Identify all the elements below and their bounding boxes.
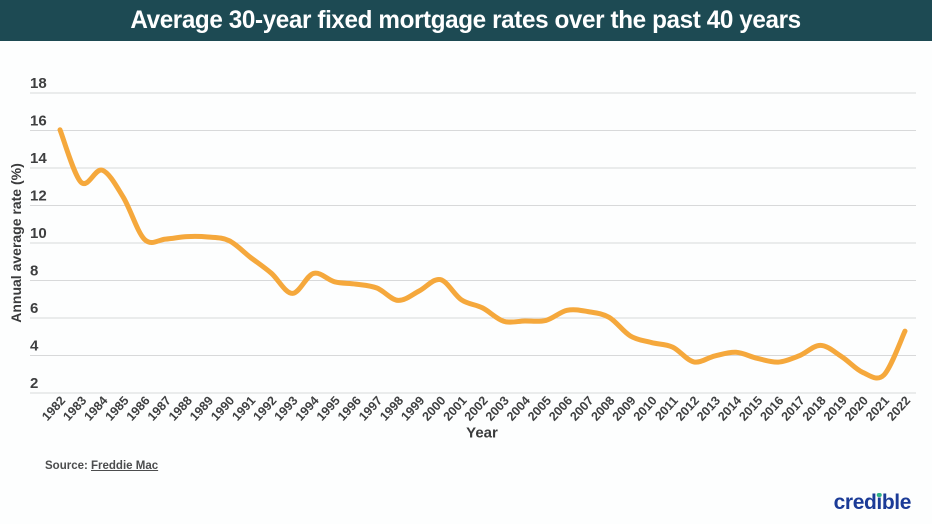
x-tick-label-1989: 1989 (187, 394, 216, 424)
x-tick-label-1997: 1997 (356, 394, 385, 424)
x-tick-label-2012: 2012 (673, 394, 702, 424)
freddie-mac-link[interactable]: Freddie Mac (91, 460, 159, 472)
x-tick-label-2020: 2020 (842, 394, 871, 424)
x-tick-label-2016: 2016 (757, 394, 786, 424)
y-tick-label-2: 2 (30, 375, 38, 392)
x-tick-label-1987: 1987 (145, 394, 174, 424)
y-tick-label-8: 8 (30, 263, 38, 280)
x-tick-label-2022: 2022 (884, 394, 913, 424)
x-tick-label-2013: 2013 (694, 394, 723, 424)
x-tick-label-1990: 1990 (208, 394, 237, 424)
x-tick-label-2014: 2014 (715, 394, 744, 424)
credible-logo: credı ble (833, 491, 912, 515)
chart-header-bar: Average 30-year fixed mortgage rates ove… (0, 0, 932, 41)
x-tick-label-2001: 2001 (441, 394, 470, 424)
credible-logo-text-pre: cred (833, 491, 877, 514)
credible-logo-i: ı (876, 491, 882, 515)
x-tick-label-1999: 1999 (398, 394, 427, 424)
x-tick-label-2018: 2018 (800, 394, 829, 424)
x-tick-label-2006: 2006 (546, 394, 575, 424)
y-tick-label-4: 4 (30, 338, 39, 355)
x-tick-label-1982: 1982 (39, 394, 68, 424)
y-tick-label-10: 10 (30, 225, 47, 242)
x-axis-title: Year (466, 424, 498, 442)
mortgage-rate-line (57, 127, 908, 381)
credible-logo-i-char: ı (876, 491, 882, 514)
y-axis-title: Annual average rate (%) (8, 163, 24, 323)
x-tick-label-2009: 2009 (610, 394, 639, 424)
x-tick-label-2000: 2000 (419, 394, 448, 424)
x-tick-label-2010: 2010 (631, 394, 660, 424)
x-tick-label-2017: 2017 (779, 394, 808, 424)
x-tick-label-2008: 2008 (588, 394, 617, 424)
x-tick-label-1992: 1992 (250, 394, 279, 424)
y-tick-label-6: 6 (30, 300, 38, 317)
x-tick-label-1984: 1984 (81, 394, 110, 424)
x-tick-label-2002: 2002 (462, 394, 491, 424)
x-tick-label-2005: 2005 (525, 394, 554, 424)
y-tick-label-14: 14 (30, 150, 47, 167)
x-tick-label-1985: 1985 (103, 394, 132, 424)
x-tick-label-1996: 1996 (335, 394, 364, 424)
x-tick-label-1988: 1988 (166, 394, 195, 424)
x-tick-label-2007: 2007 (567, 394, 596, 424)
y-tick-label-12: 12 (30, 188, 47, 205)
credible-logo-i-dot (876, 492, 882, 497)
x-tick-label-1995: 1995 (314, 394, 343, 424)
x-tick-label-1993: 1993 (272, 394, 301, 424)
y-tick-label-16: 16 (30, 113, 47, 130)
source-attribution: Source: Freddie Mac (45, 460, 158, 472)
x-tick-label-1986: 1986 (124, 394, 153, 424)
x-tick-label-1983: 1983 (60, 394, 89, 424)
x-tick-label-2021: 2021 (863, 394, 892, 424)
source-prefix: Source: (45, 460, 92, 472)
x-tick-label-1994: 1994 (293, 394, 322, 424)
y-tick-label-18: 18 (30, 75, 47, 92)
chart-title: Average 30-year fixed mortgage rates ove… (130, 6, 802, 34)
credible-logo-text-post: ble (881, 491, 912, 514)
x-tick-label-2003: 2003 (483, 394, 512, 424)
x-tick-label-2004: 2004 (504, 394, 533, 424)
x-tick-label-2015: 2015 (736, 394, 765, 424)
x-tick-label-1991: 1991 (229, 394, 258, 424)
x-tick-label-1998: 1998 (377, 394, 406, 424)
x-tick-label-2019: 2019 (821, 394, 850, 424)
